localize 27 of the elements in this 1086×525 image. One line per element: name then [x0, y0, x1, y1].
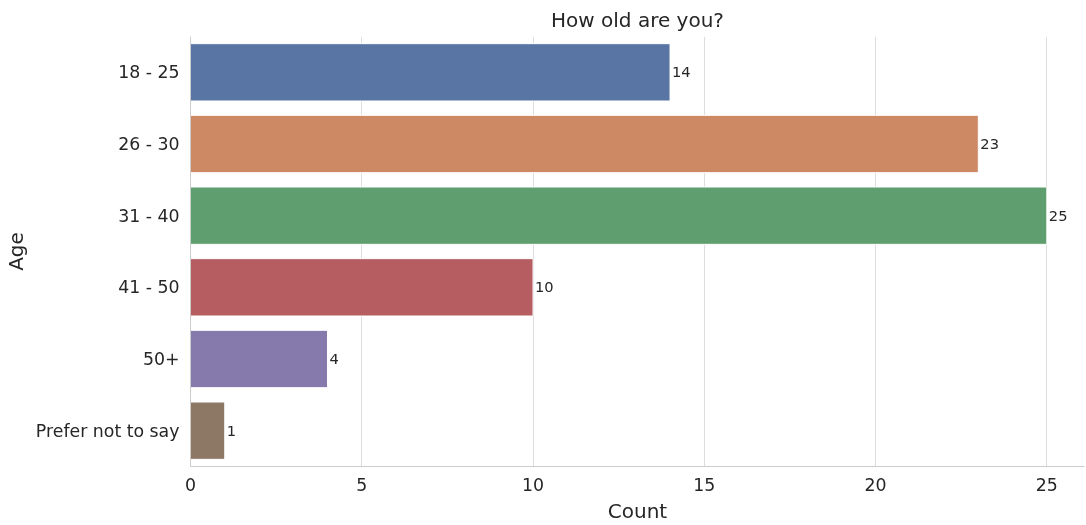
bar: [190, 258, 534, 317]
data-label: 23: [980, 135, 999, 152]
x-tick-label: 25: [1035, 474, 1058, 495]
data-label: 1: [226, 421, 237, 439]
data-label: 25: [1048, 206, 1068, 224]
x-tick-label: 15: [693, 474, 716, 495]
y-axis-title: Age: [3, 232, 28, 271]
x-tick-label: 5: [356, 474, 368, 495]
data-label: 14: [672, 63, 691, 81]
y-tick-label: 31 - 40: [118, 205, 180, 226]
data-label: 10: [535, 278, 554, 296]
y-tick-label: 50+: [142, 349, 180, 369]
bar: [190, 329, 329, 389]
x-tick-label: 10: [522, 474, 545, 495]
x-tick-label: 20: [864, 474, 887, 495]
bar: [190, 186, 1048, 245]
x-axis-title: Count: [607, 498, 668, 523]
bar: [190, 401, 226, 460]
y-tick-label: Prefer not to say: [35, 420, 180, 441]
y-tick-label: 41 - 50: [118, 277, 180, 298]
data-label: 4: [329, 350, 339, 367]
y-tick-label: 18 - 25: [118, 62, 180, 83]
y-tick-label: 26 - 30: [118, 134, 180, 154]
bar: [190, 43, 671, 102]
bar: [190, 114, 979, 174]
chart-title: How old are you?: [551, 7, 724, 32]
x-tick-label: 0: [184, 474, 197, 495]
